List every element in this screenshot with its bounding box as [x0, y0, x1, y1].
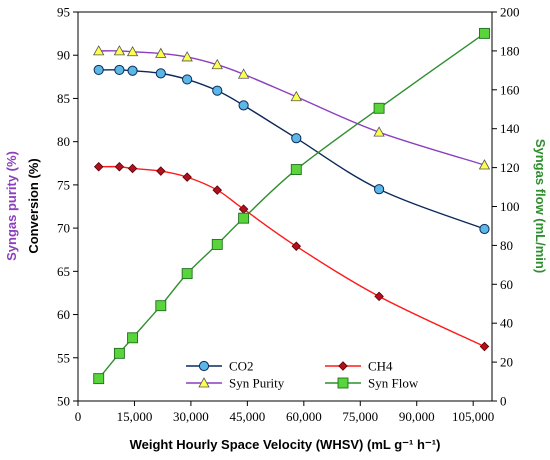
y-left-inner-title: Conversion (%) — [26, 158, 41, 253]
ch4-point — [156, 166, 166, 176]
y-right-tick-label: 140 — [500, 121, 520, 136]
y-right-tick-label: 20 — [500, 355, 513, 370]
ch4-point — [374, 291, 384, 302]
x-tick-label: 75,000 — [342, 409, 378, 424]
y-left-tick-label: 55 — [57, 350, 70, 365]
syn-flow-point — [290, 164, 302, 175]
syn-purity-point — [290, 90, 302, 102]
legend: CO2 CH4 Syn Purity Syn Flow — [186, 359, 419, 391]
legend-label-syn-purity: Syn Purity — [229, 376, 285, 391]
y-right-tick-label: 40 — [500, 316, 513, 331]
syn-purity-point — [237, 68, 250, 79]
x-tick-label: 105,000 — [452, 409, 494, 424]
plot-frame — [77, 11, 493, 402]
syn-flow-point — [155, 300, 167, 312]
ch4-line — [98, 165, 485, 348]
syn-flow-point — [479, 27, 490, 39]
co2-point — [212, 85, 223, 96]
legend-label-ch4: CH4 — [368, 359, 393, 374]
legend-marker-ch4 — [338, 361, 348, 371]
x-tick-label: 45,000 — [229, 409, 265, 424]
ch4-point — [114, 161, 125, 172]
legend-marker-co2 — [198, 360, 210, 372]
ch4-point — [479, 341, 490, 352]
syn-flow-point — [238, 212, 250, 224]
x-tick-label: 30,000 — [173, 409, 209, 424]
co2-point — [93, 64, 104, 76]
syn-purity-point — [181, 51, 193, 62]
x-tick-label: 0 — [75, 409, 82, 424]
series-syn-flow — [93, 27, 490, 385]
y-left-tick-label: 85 — [57, 91, 70, 106]
ch4-point — [127, 163, 138, 174]
x-tick-label: 60,000 — [286, 409, 322, 424]
syn-flow-line — [98, 32, 485, 380]
y-left-tick-label: 60 — [57, 307, 70, 322]
legend-item-syn-purity: Syn Purity — [186, 376, 285, 391]
syn-purity-point — [478, 159, 491, 170]
ticks: 0 15,000 30,000 45,000 60,000 75,000 90,000 105… — [57, 5, 520, 425]
ch4-point — [212, 185, 223, 195]
syn-flow-point — [181, 268, 193, 280]
y-right-tick-label: 80 — [500, 238, 513, 253]
co2-point — [291, 133, 302, 144]
series-layer — [93, 27, 491, 385]
syn-flow-point — [93, 373, 105, 385]
y-left-tick-label: 75 — [57, 177, 70, 192]
co2-point — [373, 184, 385, 195]
y-right-tick-label: 0 — [500, 394, 507, 409]
syn-purity-point — [113, 45, 126, 56]
series-ch4 — [93, 161, 490, 352]
y-left-tick-label: 65 — [57, 264, 70, 279]
legend-label-co2: CO2 — [229, 359, 254, 374]
legend-marker-syn-flow — [337, 377, 349, 389]
y-right-tick-label: 60 — [500, 277, 513, 292]
x-tick-label: 90,000 — [399, 409, 435, 424]
y-right-tick-label: 100 — [500, 199, 520, 214]
legend-item-ch4: CH4 — [325, 359, 393, 374]
ch4-point — [182, 172, 192, 182]
y-left-tick-label: 90 — [57, 48, 70, 63]
y-left-tick-label: 70 — [57, 221, 70, 236]
y-left-outer-title: Syngas purity (%) — [4, 151, 19, 261]
y-right-tick-label: 180 — [500, 43, 520, 58]
co2-point — [127, 65, 138, 76]
y-left-tick-label: 80 — [57, 134, 70, 149]
legend-item-co2: CO2 — [186, 359, 254, 374]
syn-purity-line — [98, 50, 485, 166]
co2-point — [479, 223, 490, 235]
legend-item-syn-flow: Syn Flow — [325, 376, 419, 391]
series-syn-purity — [93, 45, 491, 170]
co2-point — [182, 74, 193, 85]
y-left-tick-label: 50 — [57, 394, 70, 409]
ch4-point — [93, 161, 104, 172]
ch4-point — [291, 241, 302, 252]
syn-flow-point — [211, 238, 223, 250]
co2-point — [155, 68, 166, 79]
syn-purity-point — [211, 58, 223, 70]
y-right-tick-label: 160 — [500, 82, 520, 97]
co2-point — [114, 64, 125, 76]
series-co2 — [93, 64, 490, 235]
y-left-tick-label: 95 — [57, 5, 70, 20]
co2-point — [238, 100, 249, 111]
y-right-tick-label: 120 — [500, 160, 520, 175]
syn-purity-point — [373, 126, 385, 137]
y-right-tick-label: 200 — [500, 5, 520, 20]
syn-purity-point — [126, 45, 139, 57]
x-tick-label: 15,000 — [117, 409, 153, 424]
co2-line — [98, 69, 485, 230]
x-axis-title: Weight Hourly Space Velocity (WHSV) (mL … — [130, 437, 441, 452]
syn-purity-point — [155, 47, 167, 58]
syn-flow-point — [127, 332, 139, 344]
legend-marker-syn-purity — [198, 377, 210, 388]
syn-purity-point — [93, 45, 105, 56]
syn-flow-point — [373, 102, 385, 114]
y-right-title: Syngas flow (mL/min) — [533, 139, 548, 273]
syn-flow-point — [113, 347, 125, 359]
legend-label-syn-flow: Syn Flow — [368, 376, 419, 391]
